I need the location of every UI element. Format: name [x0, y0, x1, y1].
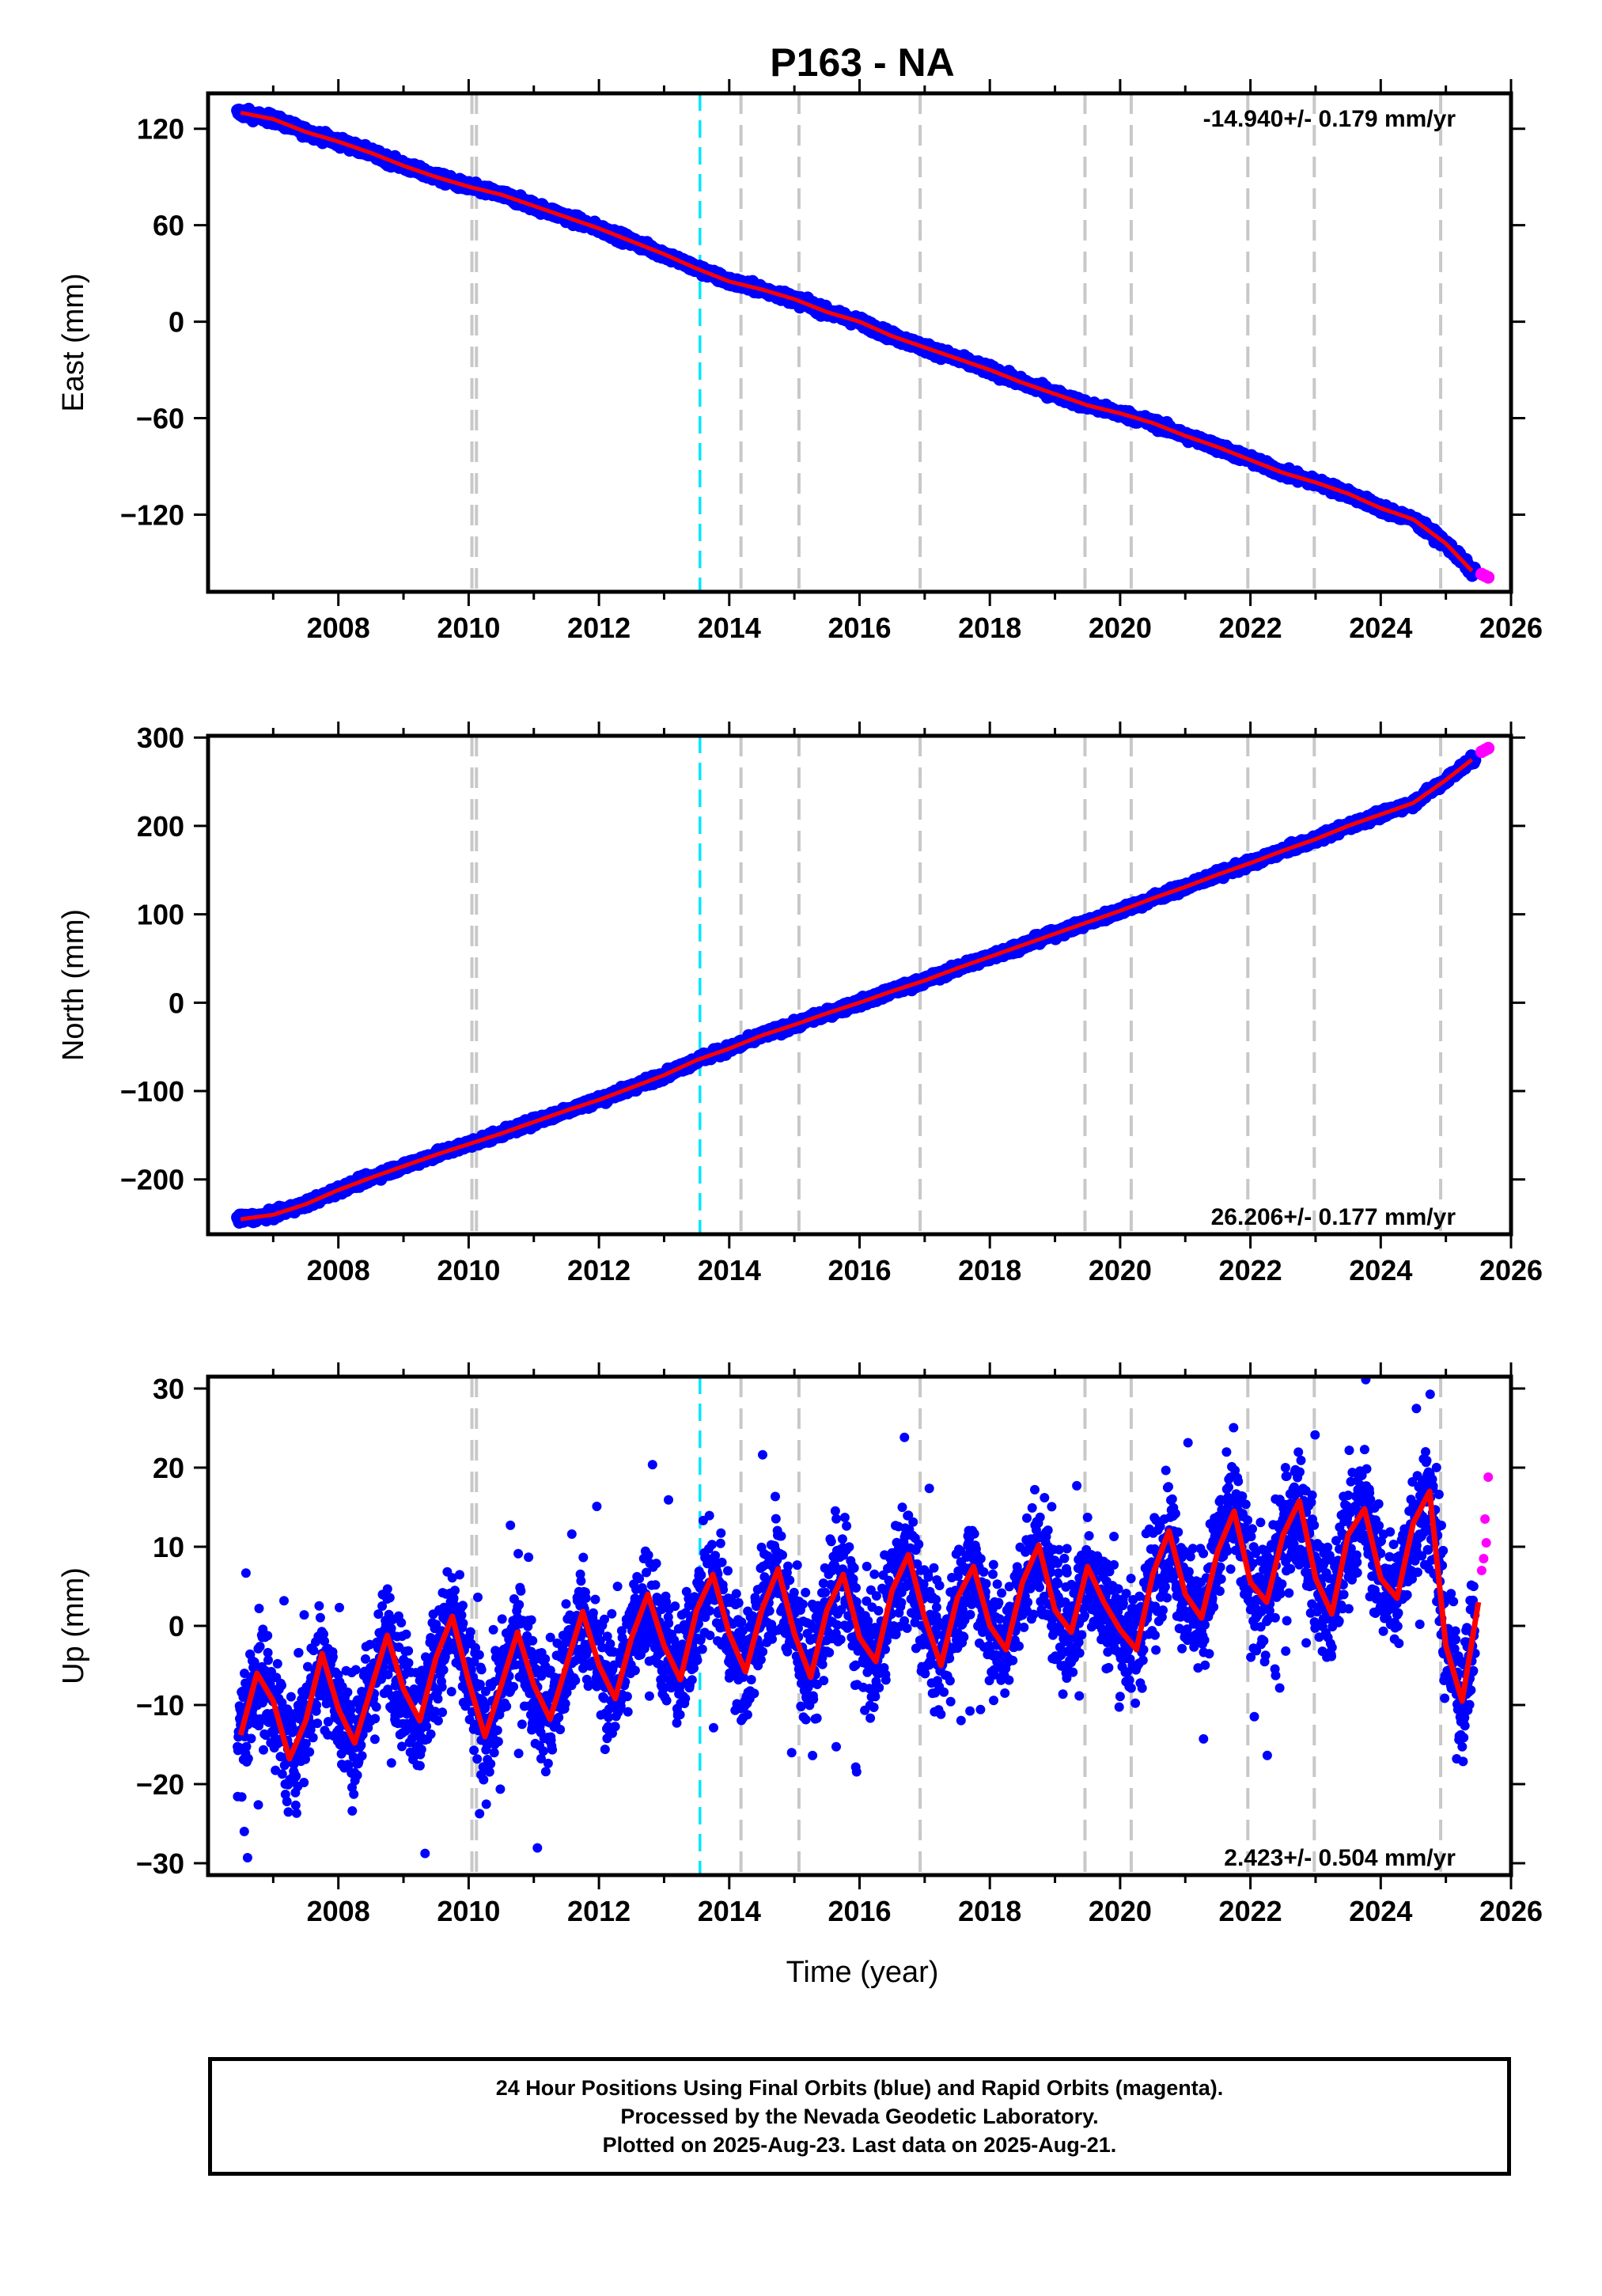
y-axis-title: East (mm)	[57, 273, 90, 411]
x-tick-label: 2012	[567, 612, 631, 644]
data-points	[231, 741, 1495, 1229]
data-points	[231, 102, 1495, 584]
y-tick-label: 0	[169, 306, 184, 339]
plots-canvas: P163 - NA 2008 2010 2012 2014 2016 2018 2020 20…	[57, 40, 1543, 1989]
rapid-orbit-point	[1482, 570, 1495, 584]
x-tick-label: 2016	[828, 612, 891, 644]
x-tick-label: 2026	[1479, 612, 1543, 644]
model-fit-line	[240, 110, 1474, 573]
velocity-label: -14.940+/- 0.179 mm/yr	[1203, 106, 1456, 132]
panel-1: 2008 2010 2012 2014 2016 2018 2020 2022 2024 2026…	[57, 79, 1543, 644]
x-tick-label: 2018	[958, 612, 1021, 644]
x-tick-label: 2010	[437, 612, 500, 644]
x-tick-label: 2022	[1219, 612, 1282, 644]
y-tick-label: 60	[153, 210, 184, 242]
x-tick-label: 2020	[1089, 612, 1152, 644]
panel-2: 2008 2010 2012 2014 2016 2018 2020 2022 2024 2026…	[57, 722, 1543, 1286]
y-tick-label: −60	[136, 403, 184, 435]
y-tick-label: −120	[120, 498, 184, 531]
chart-title: P163 - NA	[770, 40, 954, 85]
x-tick-label: 2024	[1349, 612, 1412, 644]
y-tick-label: 120	[137, 113, 184, 146]
x-tick-label: 2008	[307, 612, 370, 644]
x-tick-label: 2014	[698, 612, 761, 644]
